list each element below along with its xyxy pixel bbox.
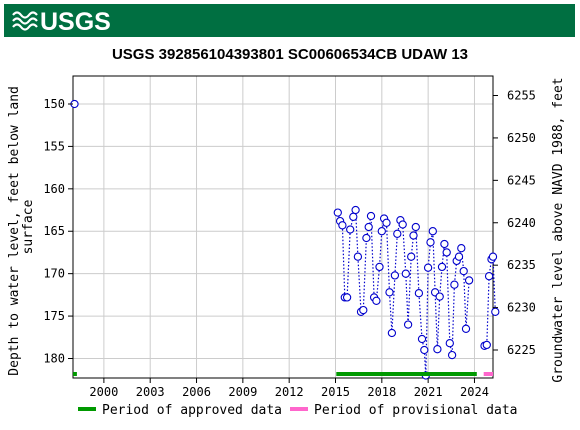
legend-label-approved: Period of approved data (102, 403, 282, 418)
data-point (385, 288, 394, 297)
y-tick-label-right: 6225 (507, 343, 536, 357)
approved-period-bar (336, 372, 477, 376)
x-tick-label: 2021 (414, 385, 443, 399)
data-point (351, 205, 360, 215)
y-axis-label-left: Depth to water level, feet below land su… (7, 78, 36, 375)
y-tick-label-right: 6250 (507, 131, 536, 145)
y-tick-label-left: 160 (43, 182, 65, 196)
x-tick-label: 2024 (460, 385, 489, 399)
y-tick-label-left: 170 (43, 267, 65, 281)
approval-periods (73, 372, 493, 376)
y-tick-label-right: 6235 (507, 258, 536, 272)
data-point (440, 239, 449, 249)
axes: 2000 2003 2006 2009 2012 2015 2018 2021 2024 150 1… (43, 89, 536, 399)
data-point (362, 233, 371, 243)
data-point (364, 222, 373, 232)
data-point (342, 293, 352, 302)
legend-label-provisional: Period of provisional data (314, 403, 518, 418)
y-tick-label-right: 6230 (507, 301, 536, 315)
y-tick-label-right: 6255 (507, 89, 536, 103)
chart-title: USGS 392856104393801 SC00606534CB UDAW 1… (112, 46, 468, 63)
data-point (338, 221, 347, 230)
x-tick-label: 2015 (321, 385, 350, 399)
grid-lines (73, 76, 493, 378)
data-point (450, 280, 459, 289)
data-point (377, 227, 386, 236)
usgs-banner: USGS (4, 4, 575, 37)
series-line (484, 254, 496, 347)
usgs-logo-text: USGS (40, 8, 111, 35)
data-point (390, 271, 400, 280)
series-line (337, 209, 470, 376)
data-point (353, 252, 363, 261)
series-layer (70, 99, 500, 380)
usgs-wave-icon (12, 11, 38, 31)
data-point (409, 231, 418, 240)
data-point (375, 262, 384, 272)
data-point (398, 220, 407, 229)
data-point (387, 328, 397, 338)
y-tick-label-left: 165 (43, 224, 65, 238)
data-point (359, 305, 368, 315)
y-tick-label-right: 6245 (507, 173, 536, 187)
x-tick-label: 2009 (228, 385, 257, 399)
plot-area (72, 75, 494, 379)
data-point (426, 238, 435, 247)
data-point (464, 276, 474, 285)
data-point (484, 272, 494, 281)
data-point (488, 252, 498, 261)
y-axis-label-right: Groundwater level above NAVD 1988, feet (551, 77, 566, 382)
data-point (482, 340, 491, 350)
data-point (491, 307, 500, 316)
data-point (459, 266, 468, 276)
data-point (346, 225, 355, 234)
data-point (442, 248, 451, 257)
data-point (333, 208, 342, 217)
x-tick-label: 2012 (275, 385, 304, 399)
x-tick-label: 2003 (136, 385, 165, 399)
data-point (411, 222, 420, 232)
data-point (366, 211, 376, 221)
data-point (437, 262, 447, 272)
data-point (417, 334, 427, 344)
y-tick-label-left: 150 (43, 97, 65, 111)
y-axis-label-left-line-1: Depth to water level, feet below land (7, 86, 22, 376)
y-tick-label-left: 175 (43, 309, 65, 323)
x-tick-label: 2018 (367, 385, 396, 399)
usgs-logo: USGS (12, 8, 111, 35)
data-point (423, 263, 433, 272)
data-point (433, 345, 442, 354)
data-point (457, 244, 466, 253)
data-point (382, 218, 391, 227)
legend: Period of approved data Period of provis… (78, 403, 518, 418)
legend-swatch-provisional (290, 407, 308, 411)
data-point (420, 345, 429, 355)
data-point (393, 229, 402, 238)
y-tick-label-left: 180 (43, 351, 65, 365)
approved-period-bar (73, 372, 77, 376)
data-point (372, 296, 381, 305)
legend-swatch-approved (78, 407, 96, 411)
y-tick-label-right: 6240 (507, 216, 536, 230)
provisional-period-bar (483, 372, 493, 376)
y-axis-label-left-line-2: surface (21, 199, 36, 254)
data-point (401, 269, 410, 278)
data-point (403, 320, 413, 329)
data-point (428, 227, 437, 236)
x-tick-label: 2006 (182, 385, 211, 399)
data-point (454, 252, 464, 261)
data-point (414, 289, 424, 298)
data-point (445, 339, 454, 348)
x-tick-label: 2000 (89, 385, 118, 399)
data-point (447, 350, 457, 360)
data-point (349, 212, 358, 221)
data-point (461, 324, 471, 333)
data-point (407, 252, 416, 261)
y-tick-label-left: 155 (43, 139, 65, 153)
data-point (435, 292, 444, 301)
